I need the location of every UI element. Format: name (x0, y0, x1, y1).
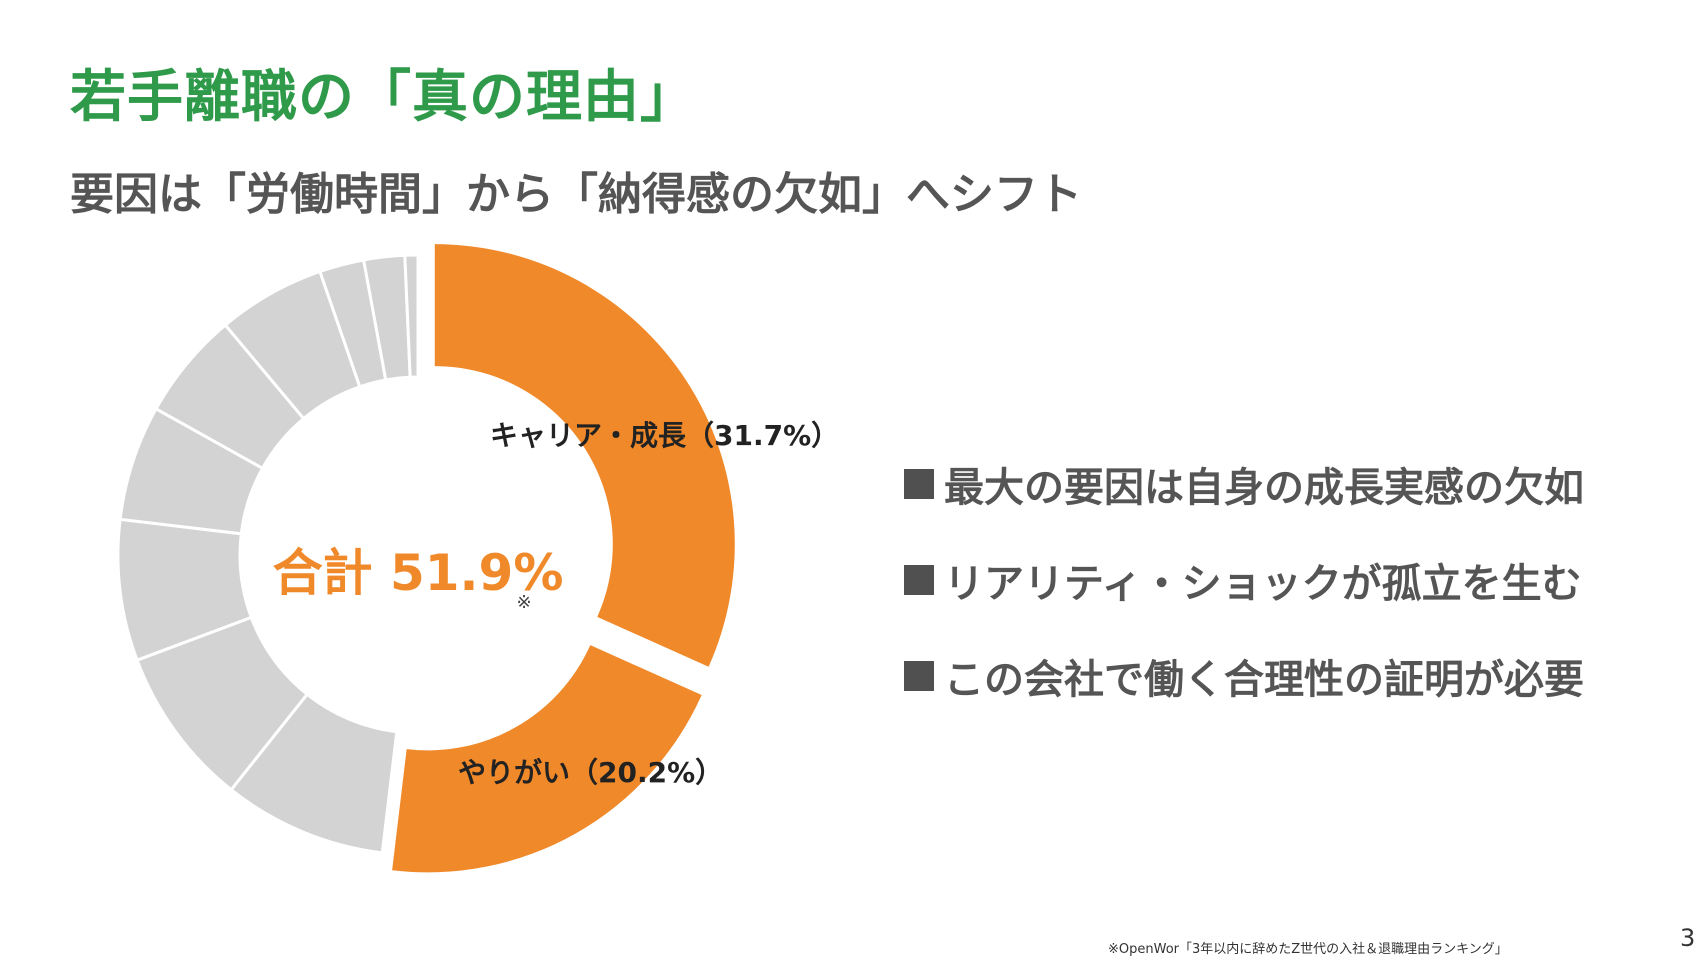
key-point: リアリティ・ショックが孤立を生む (904, 532, 1584, 628)
key-point-text: 最大の要因は自身の成長実感の欠如 (944, 465, 1584, 511)
key-point-text: リアリティ・ショックが孤立を生む (944, 561, 1582, 607)
key-point-text: この会社で働く合理性の証明が必要 (944, 657, 1584, 703)
key-points-list: 最大の要因は自身の成長実感の欠如 リアリティ・ショックが孤立を生む この会社で働… (904, 436, 1584, 724)
donut-slice (403, 253, 420, 379)
source-footnote: ※OpenWor「3年以内に辞めたZ世代の入社＆退職理由ランキング」 (1108, 942, 1508, 957)
slide-subtitle: 要因は「労働時間」から「納得感の欠如」へシフト (70, 169, 1082, 220)
slice-label: キャリア・成長（31.7%） (490, 419, 839, 452)
key-point: この会社で働く合理性の証明が必要 (904, 628, 1584, 724)
square-bullet-icon (904, 661, 934, 691)
slice-label: やりがい（20.2%） (458, 756, 723, 789)
square-bullet-icon (904, 469, 934, 499)
donut-center-note: ※ (516, 592, 531, 613)
key-point: 最大の要因は自身の成長実感の欠如 (904, 436, 1584, 532)
square-bullet-icon (904, 565, 934, 595)
slide-title: 若手離職の「真の理由」 (70, 65, 697, 130)
page-number: 3 (1680, 924, 1696, 952)
donut-center-total: 合計 51.9% (273, 544, 564, 602)
donut-slice-highlight (392, 645, 702, 873)
donut-slice-highlight (434, 244, 735, 667)
